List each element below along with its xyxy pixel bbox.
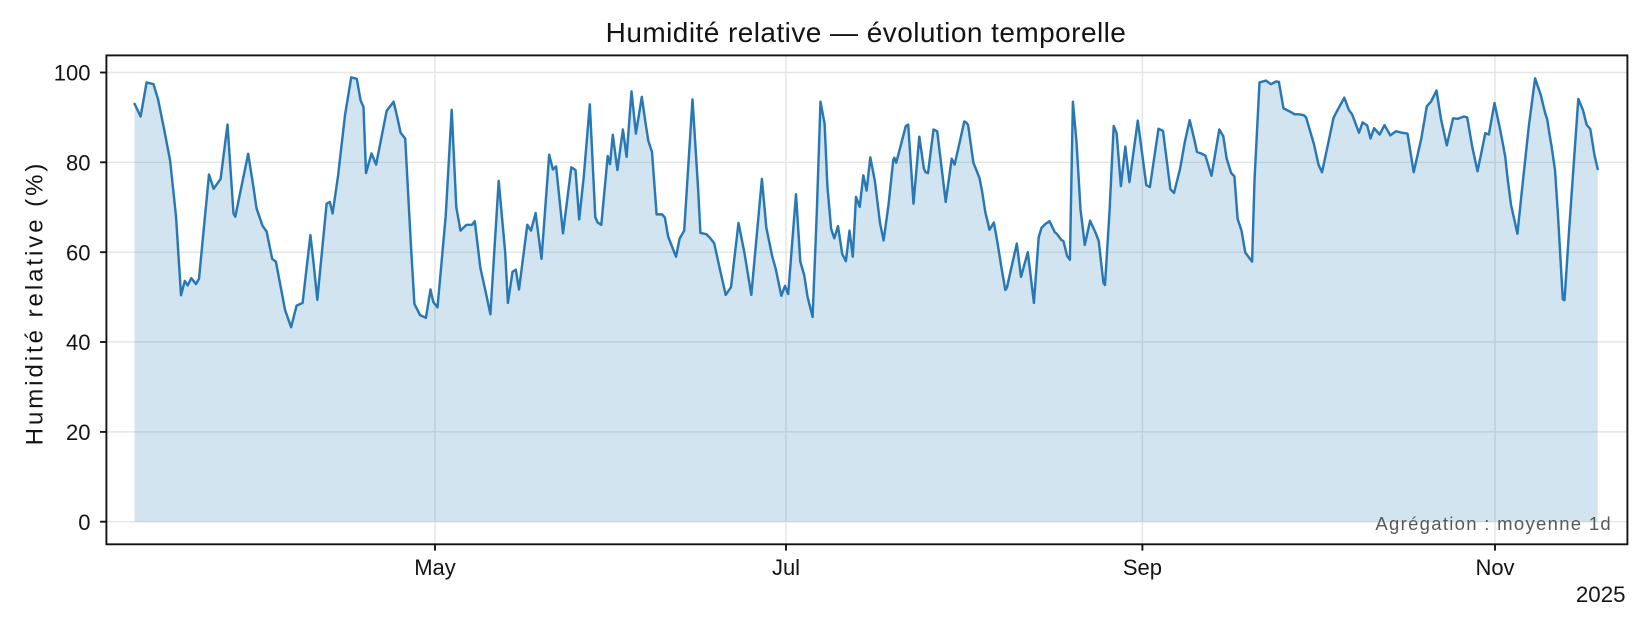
svg-text:20: 20 (66, 420, 90, 445)
svg-text:Sep: Sep (1123, 555, 1162, 580)
svg-text:Humidité relative (%): Humidité relative (%) (22, 161, 49, 446)
svg-text:100: 100 (54, 61, 91, 86)
svg-text:60: 60 (66, 240, 90, 265)
svg-text:Jul: Jul (772, 555, 800, 580)
svg-text:Humidité relative — évolution: Humidité relative — évolution temporelle (606, 17, 1127, 48)
svg-text:May: May (414, 555, 456, 580)
svg-text:40: 40 (66, 330, 90, 355)
svg-text:Agrégation : moyenne 1d: Agrégation : moyenne 1d (1375, 513, 1612, 534)
svg-text:80: 80 (66, 151, 90, 176)
svg-text:Nov: Nov (1475, 555, 1514, 580)
svg-text:0: 0 (78, 510, 90, 535)
svg-text:2025: 2025 (1576, 582, 1626, 607)
